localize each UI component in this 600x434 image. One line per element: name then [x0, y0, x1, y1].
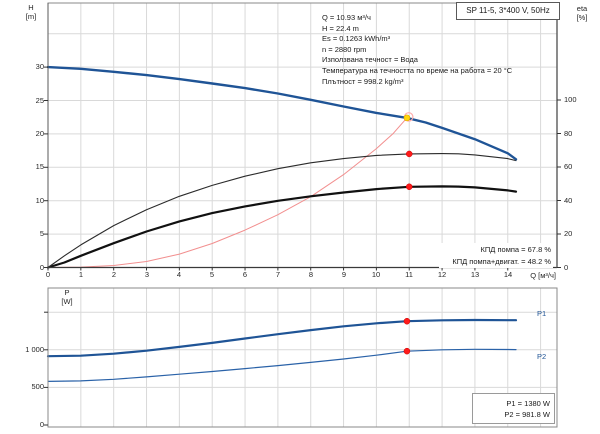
p2-curve-label: P2 [537, 352, 547, 361]
power-p1-value: P1 = 1380 W [506, 399, 550, 408]
eta-axis-label-symbol: eta [576, 4, 588, 13]
p2-point [403, 347, 411, 355]
eta-pump-point [405, 150, 413, 158]
p-tick-1000: 1 000 [25, 345, 44, 354]
info-line-temperature: Температура на течността по време на раб… [322, 65, 513, 75]
eta-pump-motor-curve [46, 185, 518, 269]
q-tick-2: 2 [111, 270, 117, 279]
eta-tick-80: 80 [564, 129, 573, 138]
q-tick-4: 4 [176, 270, 182, 279]
p-tick-0: 0 [39, 420, 44, 429]
q-tick-12: 12 [437, 270, 447, 279]
eta-pump-motor-point [405, 183, 413, 191]
p-axis-label-symbol: P [64, 288, 70, 297]
power-p2-value: P2 = 981.8 W [504, 410, 550, 419]
h-tick-30: 30 [35, 62, 44, 71]
eta-tick-20: 20 [564, 229, 573, 238]
system-curve [47, 117, 408, 268]
q-tick-5: 5 [209, 270, 215, 279]
h-tick-0: 0 [39, 263, 44, 272]
eta-axis-label-unit: [%] [576, 13, 588, 22]
q-tick-13: 13 [470, 270, 480, 279]
pump-title-box: SP 11-5, 3*400 V, 50Hz [456, 2, 560, 20]
duty-point [403, 114, 411, 122]
info-line-liquid: Използвана течност = Вода [322, 55, 418, 65]
eta-axis-label: eta [%] [568, 4, 596, 22]
p1-point [403, 317, 411, 325]
h-axis-label-symbol: H [28, 3, 34, 12]
eta-tick-0: 0 [564, 263, 569, 272]
q-tick-10: 10 [371, 270, 381, 279]
efficiency-readout: КПД помпа = 67.8 % КПД помпа+двигат. = 4… [439, 243, 553, 268]
q-tick-6: 6 [242, 270, 248, 279]
h-tick-10: 10 [35, 196, 44, 205]
q-axis-label: Q [м³/ч] [530, 271, 556, 280]
head-curve [46, 65, 518, 161]
h-tick-5: 5 [39, 229, 44, 238]
eta-tick-100: 100 [564, 95, 577, 104]
eta-tick-60: 60 [564, 162, 573, 171]
h-tick-20: 20 [35, 129, 44, 138]
p-axis-label-unit: [W] [61, 297, 73, 306]
q-tick-3: 3 [144, 270, 150, 279]
h-axis-label-unit: [m] [25, 12, 37, 21]
info-line-es: Es = 0.1263 kWh/m³ [322, 34, 391, 44]
q-tick-11: 11 [405, 270, 413, 279]
p2-curve [47, 348, 517, 382]
q-tick-8: 8 [308, 270, 314, 279]
h-tick-25: 25 [35, 96, 44, 105]
h-axis-label: H [m] [18, 3, 44, 21]
operating-info-block: Q = 10.93 м³/ч H = 22.4 m Es = 0.1263 kW… [322, 13, 512, 87]
q-tick-1: 1 [78, 270, 84, 279]
eta-tick-40: 40 [564, 196, 573, 205]
info-line-h: H = 22.4 m [322, 23, 359, 33]
h-tick-15: 15 [35, 162, 44, 171]
q-tick-7: 7 [275, 270, 281, 279]
info-line-q: Q = 10.93 м³/ч [322, 13, 371, 22]
info-line-n: n = 2880 rpm [322, 44, 367, 54]
eta-pump-curve [47, 153, 517, 269]
p-tick-500: 500 [31, 382, 44, 391]
info-line-density: Плътност = 998.2 kg/m³ [322, 76, 404, 86]
efficiency-pump: КПД помпа = 67.8 % [480, 245, 551, 254]
efficiency-pump-motor: КПД помпа+двигат. = 48.2 % [452, 256, 551, 266]
q-tick-14: 14 [503, 270, 513, 279]
q-tick-0: 0 [45, 270, 51, 279]
p-axis-label: P [W] [54, 288, 80, 306]
p1-curve-label: P1 [537, 309, 547, 318]
p1-curve [46, 318, 518, 358]
q-tick-9: 9 [341, 270, 347, 279]
power-readout-box: P1 = 1380 W P2 = 981.8 W [472, 393, 555, 424]
